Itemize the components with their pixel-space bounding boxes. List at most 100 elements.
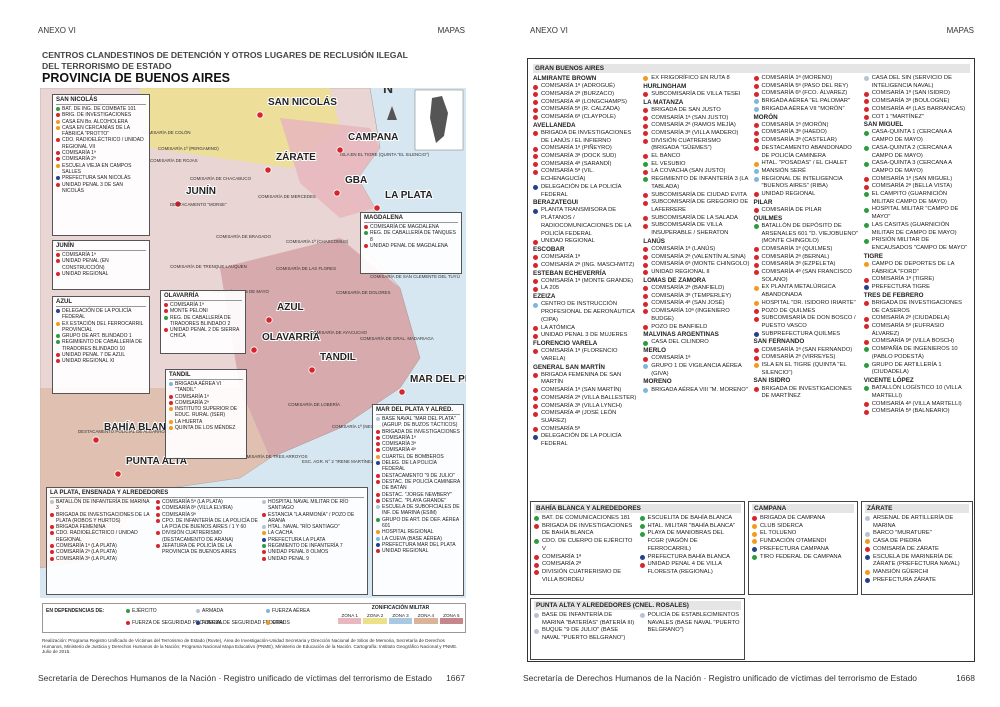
site-name: BATALLÓN DE INFANTERÍA DE MARINA 3 xyxy=(56,499,150,512)
site-item: COMISARÍA 1ª (MORENO) xyxy=(753,75,860,83)
site-item: COMISARÍA 3ª (CASTELAR) xyxy=(753,137,860,145)
force-dot xyxy=(753,254,759,260)
columns: BATALLÓN DE INFANTERÍA DE MARINA 3 BRIGAD… xyxy=(50,499,364,562)
force-dot xyxy=(533,208,538,214)
district-heading: SAN ISIDRO xyxy=(753,377,791,385)
site-item: UNIDAD PENAL 2 DE SIERRA CHICA xyxy=(164,327,242,340)
site-item: PRISIÓN MILITAR DE ENCAUSADOS "CAMPO DE … xyxy=(863,237,970,252)
force-dot xyxy=(753,107,759,113)
site-item: DIVISIÓN CUATRERISMO (BRIGADA "GÜEMES") xyxy=(643,138,749,153)
site-name: COMISARÍA 3ª (VILLA MADERO) xyxy=(651,129,739,136)
site-name: CAMPO DE DEPORTES DE LA FÁBRICA "FORD" xyxy=(871,260,955,275)
site-name: COMISARÍA DE ZÁRATE xyxy=(873,545,939,552)
site-name: CENTRO DE INSTRUCCIÓN PROFESIONAL DE AER… xyxy=(541,301,635,323)
site-item: COMISARÍA 1ª xyxy=(533,254,639,262)
zone-item: ZONA 1 xyxy=(338,613,362,624)
site-name: LA CUEVA (BASE AÉREA) xyxy=(382,535,442,542)
district-heading: ESCOBAR xyxy=(533,245,565,253)
force-dot xyxy=(753,386,759,392)
legend-dot xyxy=(196,609,200,613)
force-dot xyxy=(262,500,266,504)
site-item: HOSPITAL NAVAL MILITAR DE RÍO SANTIAGO xyxy=(262,499,364,512)
force-dot xyxy=(533,99,538,105)
site-name: HOSPITAL NAVAL MILITAR DE RÍO SANTIAGO xyxy=(268,499,349,512)
force-dot xyxy=(863,130,869,136)
site-marker xyxy=(264,166,272,174)
site-item: UNIDAD REGIONAL XI xyxy=(56,358,146,364)
force-dot xyxy=(639,524,645,529)
site-name: SUBCOMISARÍA DE VILLA TESEI xyxy=(651,90,741,97)
site-item: INSTITUTO SUPERIOR DE EDUC. RURAL (ISER) xyxy=(169,406,243,419)
site-box: GRAN BUENOS AIRES ALMIRANTE BROWN COMISARÍ… xyxy=(530,62,973,498)
site-item: HOSPITAL MILITAR "CAMPO DE MAYO" xyxy=(863,206,970,221)
force-dot xyxy=(376,479,380,484)
site-name: COMISARÍA 3ª (LA PLATA) xyxy=(56,555,117,562)
force-dot xyxy=(643,92,649,98)
force-dot xyxy=(50,512,54,517)
legend-dot xyxy=(196,621,200,625)
site-item: PREFECTURA BAHÍA BLANCA xyxy=(639,554,742,562)
page-number: 1668 xyxy=(956,673,975,683)
site-marker xyxy=(308,366,316,374)
site-item: EX ESTACIÓN DEL FERROCARRIL PROVINCIAL xyxy=(56,321,146,334)
site-name: COMISARÍA 1ª xyxy=(651,355,691,362)
force-dot xyxy=(364,231,368,236)
site-item: PLANTA TRANSMISORA DE PLÁTANOS / RADIOCO… xyxy=(533,207,639,238)
site-item: PLAYA DE MANIOBRAS DEL FCGR (VAGÓN DE FE… xyxy=(639,530,742,553)
site-item: UNIDAD REGIONAL xyxy=(533,238,639,246)
site-item: DELEGACIÓN DE LA POLICÍA FEDERAL xyxy=(56,308,146,321)
force-dot xyxy=(643,293,649,299)
zone-label: ZONA 3 xyxy=(392,613,409,618)
site-item: COMISARÍA 2ª (BURZACO) xyxy=(533,91,639,99)
force-dot xyxy=(262,525,266,530)
site-item: COMISARÍA 1ª (PIÑEYRO) xyxy=(533,145,639,153)
site-name: GRUPO DE ARTILLERÍA 1 (CIUDADELA) xyxy=(871,361,942,376)
site-box: ZÁRATE ARSENAL DE ARTILLERÍA DE MARINA BAR… xyxy=(861,501,973,595)
site-box: MAR DEL PLATA Y ALRED. BASE NAVAL "MAR DE… xyxy=(372,404,464,596)
site-item: COMISARÍA DE MAGDALENA xyxy=(364,224,458,230)
box-title: LA PLATA, ENSENADA Y ALREDEDORES xyxy=(50,490,364,498)
site-item: COMPAÑÍA DE INGENIEROS 10 (PABLO PODESTÁ… xyxy=(863,346,970,361)
force-dot xyxy=(56,119,60,124)
site-item: ESCUELA VIEJA EN CAMPOS SALLES xyxy=(56,163,146,176)
zone-area xyxy=(220,238,420,458)
force-dot xyxy=(533,349,538,355)
force-dot xyxy=(376,542,380,547)
site-item: UNIDAD PENAL 9 xyxy=(262,556,364,562)
force-dot xyxy=(56,113,60,118)
site-item: EL TOLUENO xyxy=(752,530,854,538)
site-item: CENTRO DE INSTRUCCIÓN PROFESIONAL DE AER… xyxy=(533,301,639,324)
force-dot xyxy=(863,146,869,152)
site-item: COMISARÍA 1ª (MONTE GRANDE) xyxy=(533,278,639,286)
site-item: LA COVACHA (SAN JUSTO) xyxy=(643,168,749,176)
force-dot xyxy=(533,302,538,308)
site-name: CPO. DE INFANTERÍA DE LA POLICÍA DE LA P… xyxy=(162,517,258,531)
district-heading: TRES DE FEBRERO xyxy=(863,291,924,299)
force-dot xyxy=(753,161,759,167)
force-dot xyxy=(643,138,649,144)
map-label: COMISARÍA DE DOLORES xyxy=(336,290,390,295)
site-item: BRIGADA FEMENINA xyxy=(50,524,152,530)
site-name: COMISARÍA 2ª xyxy=(542,561,582,568)
force-dot xyxy=(863,339,869,345)
force-dot xyxy=(262,531,266,536)
site-name: UNIDAD REGIONAL xyxy=(761,191,816,198)
site-item: COMISARÍA 1ª xyxy=(164,302,242,308)
column: HOSPITAL NAVAL MILITAR DE RÍO SANTIAGO ES… xyxy=(262,499,364,562)
site-name: GRUPO DE ART. DE DEF. AÉREA 601 xyxy=(382,516,459,530)
map-label: COMISARÍA DE ROJAS xyxy=(150,158,198,163)
site-name: REGIMIENTO DE INFANTERÍA 7 xyxy=(268,543,343,550)
force-dot xyxy=(164,315,168,320)
site-name: DELEG. DE LA POLICÍA FEDERAL xyxy=(382,460,437,473)
site-name: UNIDAD PENAL 3 DE MUJERES xyxy=(541,332,628,339)
map-label: COMISARÍA DE CHACABUCO xyxy=(190,176,252,181)
site-name: COMISARÍA 4ª (SARANDÍ) xyxy=(541,160,612,167)
site-item: COMISARÍA DE ZÁRATE xyxy=(865,546,969,554)
site-name: PREFECTURA SAN NICOLÁS xyxy=(62,175,131,182)
site-name: COMISARÍA 3ª (DOCK SUD) xyxy=(541,153,617,160)
site-item: COMISARÍA 1ª (SAN JUSTO) xyxy=(643,115,749,123)
site-name: CASA EN Bo. ALCOHOLERA xyxy=(62,118,128,125)
site-box: TANDIL BRIGADA AÉREA VI "TANDIL" COMISARÍA… xyxy=(165,369,247,459)
box-title: MAGDALENA xyxy=(364,215,458,223)
force-dot xyxy=(50,525,54,530)
